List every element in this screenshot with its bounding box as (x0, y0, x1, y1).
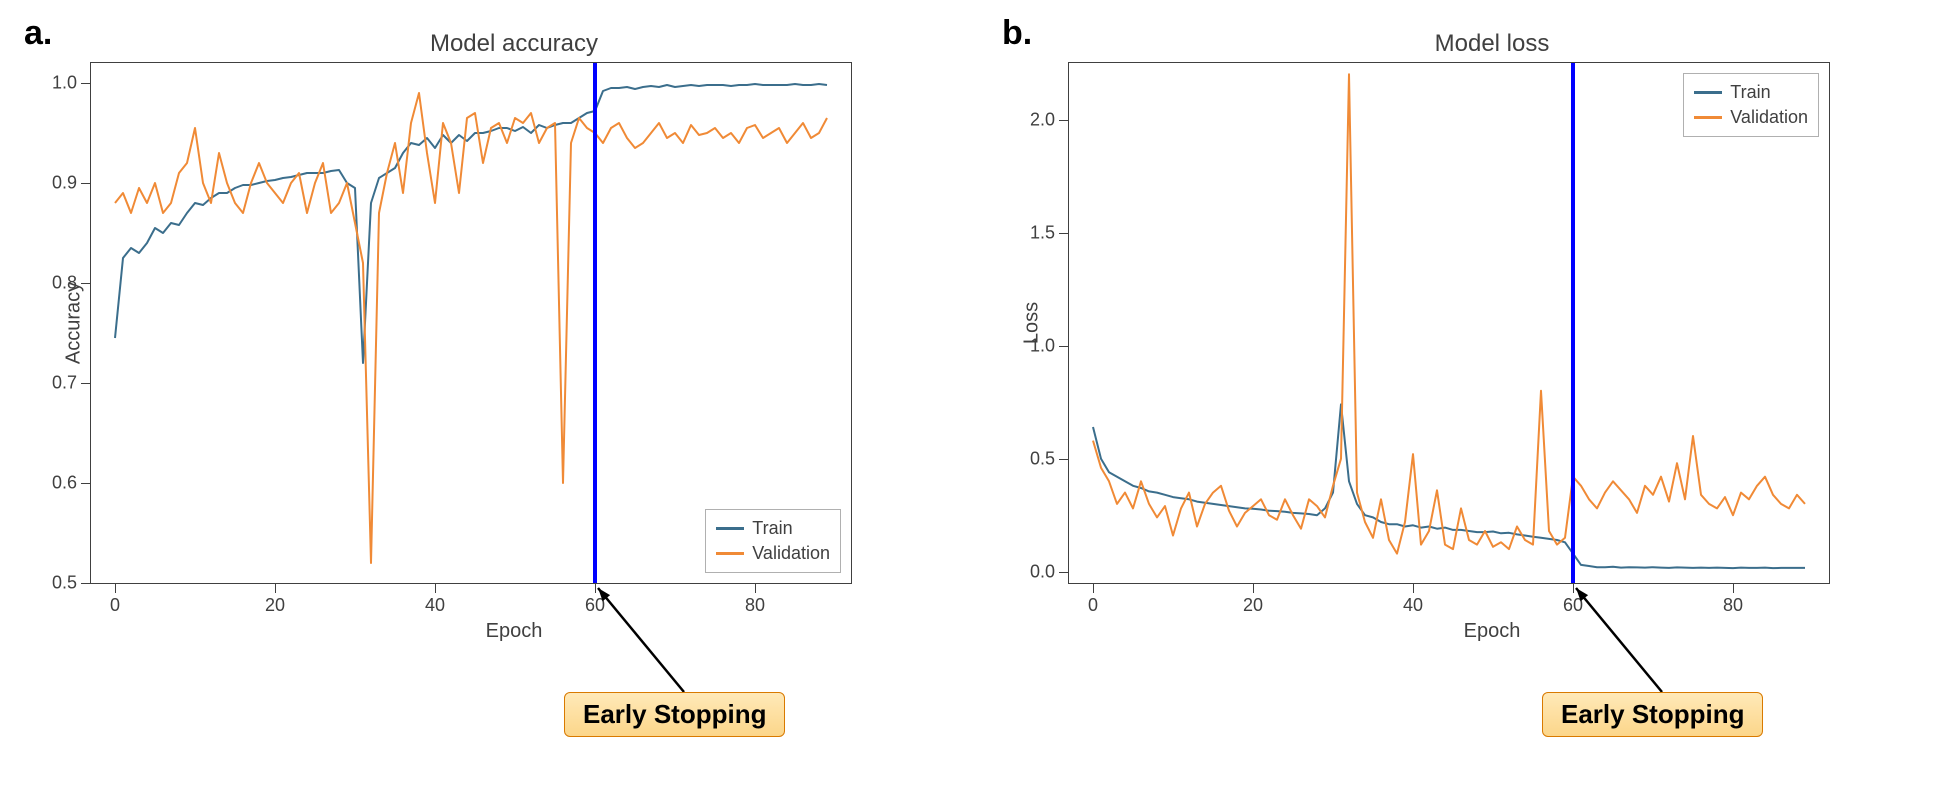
panel-a-arrow (588, 578, 694, 702)
panel-a-chart: Model accuracy TrainValidation Accuracy … (90, 30, 938, 643)
panel-b-label: b. (1002, 14, 1032, 53)
panel-a-lines (91, 63, 851, 583)
panel-b-lines (1069, 63, 1829, 583)
legend-item: Train (716, 516, 830, 541)
panel-b-arrow (1566, 578, 1672, 702)
panel-b-xlabel: Epoch (1068, 620, 1916, 643)
panel-a-label: a. (24, 14, 52, 53)
panel-b-title: Model loss (1068, 30, 1916, 58)
panel-b: b. Model loss TrainValidation Loss 0.00.… (998, 20, 1916, 643)
figure-root: a. Model accuracy TrainValidation Accura… (20, 20, 1916, 643)
legend-item: Validation (716, 541, 830, 566)
panel-a: a. Model accuracy TrainValidation Accura… (20, 20, 938, 643)
panel-b-plotbox: TrainValidation Loss 0.00.51.01.52.00204… (1068, 62, 1830, 584)
panel-a-plotbox: TrainValidation Accuracy 0.50.60.70.80.9… (90, 62, 852, 584)
panel-b-chart: Model loss TrainValidation Loss 0.00.51.… (1068, 30, 1916, 643)
panel-b-early-stop-line (1571, 63, 1575, 583)
panel-a-callout: Early Stopping (564, 692, 785, 737)
panel-b-callout-label: Early Stopping (1542, 692, 1763, 737)
legend-item: Validation (1694, 105, 1808, 130)
panel-b-legend: TrainValidation (1683, 73, 1819, 137)
panel-a-xlabel: Epoch (90, 620, 938, 643)
panel-b-callout: Early Stopping (1542, 692, 1763, 737)
panel-a-title: Model accuracy (90, 30, 938, 58)
panel-a-ylabel: Accuracy (63, 282, 86, 364)
panel-a-callout-label: Early Stopping (564, 692, 785, 737)
legend-item: Train (1694, 80, 1808, 105)
panel-a-legend: TrainValidation (705, 509, 841, 573)
panel-a-early-stop-line (593, 63, 597, 583)
